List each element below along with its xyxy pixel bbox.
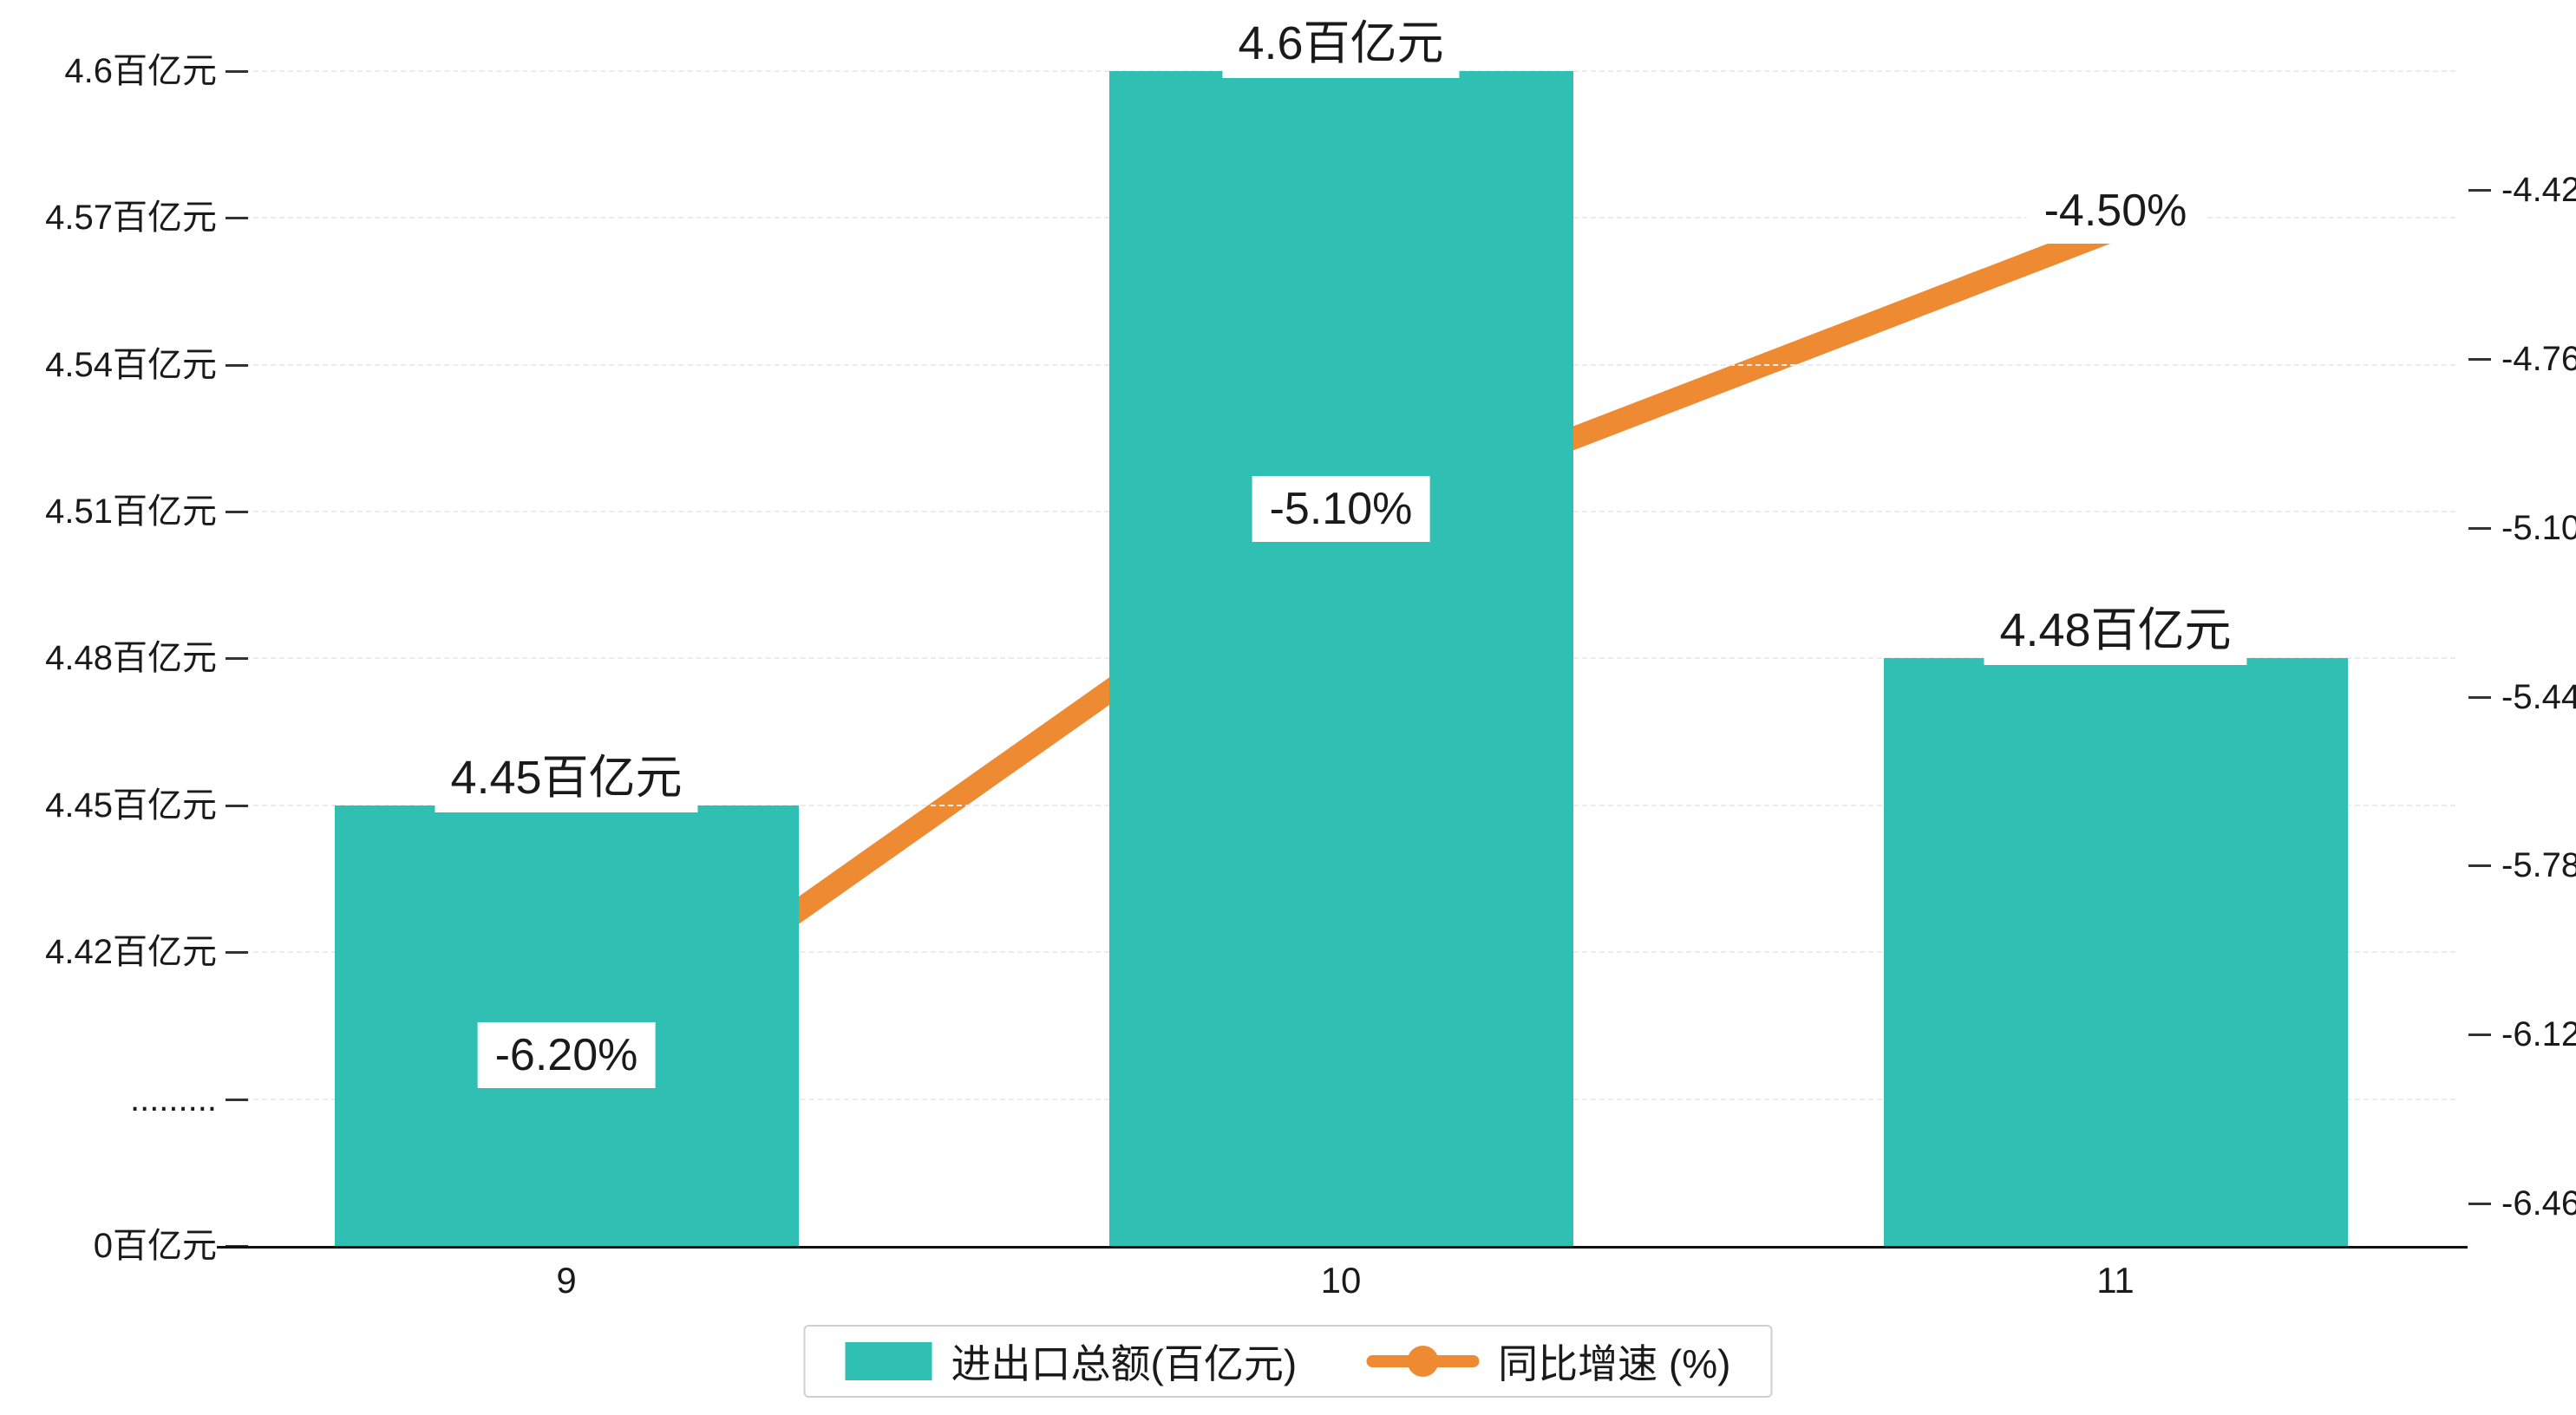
left-axis-tick-label: 4.51百亿元 [45, 492, 217, 531]
left-axis-tick [226, 1098, 248, 1101]
right-axis-tick-label: -5.10 [2501, 508, 2576, 547]
right-axis-tick-label: -4.42 [2501, 171, 2576, 209]
right-axis-tick [2468, 526, 2491, 530]
left-axis-tick [226, 804, 248, 807]
right-axis-tick [2468, 695, 2491, 699]
right-axis-tick-label: -6.46 [2501, 1184, 2576, 1223]
right-axis-tick [2468, 189, 2491, 192]
legend-label-line-series: 同比增速 (%) [1498, 1341, 1731, 1386]
x-axis-line [217, 1246, 2468, 1249]
x-axis-tick-label: 9 [556, 1260, 577, 1301]
left-axis-tick [226, 217, 248, 220]
bar-series-swatch [845, 1342, 932, 1380]
right-axis-tick-label: -6.12 [2501, 1015, 2576, 1054]
bar-value-label: 4.45百亿元 [435, 733, 698, 812]
x-axis-tick-label: 10 [1320, 1260, 1362, 1301]
bar-month-10 [1108, 71, 1573, 1246]
right-axis-tick-label: -4.76 [2501, 339, 2576, 378]
legend-item-bar-series: 进出口总额(百亿元) [845, 1333, 1298, 1390]
right-axis-tick [2468, 357, 2491, 361]
left-axis-tick [226, 511, 248, 513]
left-axis-tick-label: 0百亿元 [93, 1227, 217, 1265]
x-axis-tick-label: 11 [2096, 1260, 2135, 1301]
bar-value-label: 4.6百亿元 [1222, 0, 1460, 78]
legend-label-bar-series: 进出口总额(百亿元) [951, 1341, 1298, 1386]
line-marker-dot [1407, 1346, 1439, 1377]
right-axis-tick-label: -5.44 [2501, 677, 2576, 716]
line-point-label: -4.50% [2026, 177, 2205, 244]
left-axis-tick-label: 4.54百亿元 [45, 345, 217, 384]
bar-month-11 [1883, 658, 2348, 1246]
bar-value-label: 4.48百亿元 [1984, 586, 2247, 666]
left-axis-tick-label: 4.48百亿元 [45, 639, 217, 678]
right-axis-tick [2468, 1034, 2491, 1037]
right-axis-tick [2468, 1203, 2491, 1205]
line-point-label: -6.20% [477, 1022, 656, 1088]
left-axis-tick [226, 951, 248, 954]
left-axis-tick [226, 70, 248, 73]
right-axis-tick [2468, 864, 2491, 868]
legend-item-line-series: 同比增速 (%) [1366, 1333, 1730, 1390]
left-axis-tick [226, 657, 248, 661]
left-axis-tick-label: ......... [129, 1079, 217, 1118]
right-axis-tick-label: -5.78 [2501, 846, 2576, 885]
left-axis-tick [226, 363, 248, 367]
legend: 进出口总额(百亿元) 同比增速 (%) [803, 1325, 1773, 1398]
line-point-label: -5.10% [1252, 475, 1430, 542]
left-axis-tick-label: 4.6百亿元 [64, 52, 217, 90]
left-axis-tick-label: 4.57百亿元 [45, 199, 217, 238]
left-axis-tick-label: 4.42百亿元 [45, 933, 217, 971]
line-series-marker [1366, 1346, 1480, 1377]
left-axis-tick-label: 4.45百亿元 [45, 786, 217, 825]
